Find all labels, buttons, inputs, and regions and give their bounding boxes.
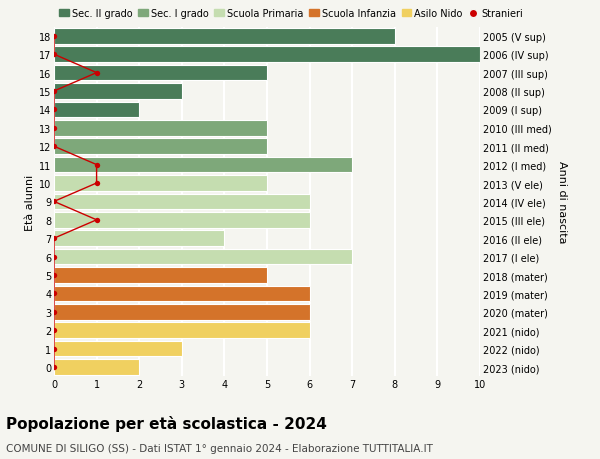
Point (49, 327, 59, 334)
Bar (54, 268, 267, 283)
Bar (54, 157, 352, 173)
Y-axis label: Anni di nascita: Anni di nascita (557, 161, 567, 243)
Point (49, 253, 59, 261)
Point (49, 290, 59, 297)
Point (49, 51, 59, 59)
Point (49, 345, 59, 353)
Point (49, 308, 59, 316)
Bar (54, 359, 139, 375)
Bar (54, 102, 139, 118)
Bar (54, 139, 267, 155)
Bar (54, 84, 182, 100)
Point (49, 364, 59, 371)
Point (49, 198, 59, 206)
Point (49, 33, 59, 40)
Point (49, 88, 59, 95)
Point (92, 217, 101, 224)
Legend: Sec. II grado, Sec. I grado, Scuola Primaria, Scuola Infanzia, Asilo Nido, Stran: Sec. II grado, Sec. I grado, Scuola Prim… (59, 9, 523, 19)
Point (49, 143, 59, 151)
Y-axis label: Età alunni: Età alunni (25, 174, 35, 230)
Point (92, 162, 101, 169)
Text: Popolazione per età scolastica - 2024: Popolazione per età scolastica - 2024 (6, 415, 327, 431)
Bar (54, 341, 182, 357)
Bar (54, 176, 267, 191)
Text: COMUNE DI SILIGO (SS) - Dati ISTAT 1° gennaio 2024 - Elaborazione TUTTITALIA.IT: COMUNE DI SILIGO (SS) - Dati ISTAT 1° ge… (6, 443, 433, 453)
Bar (54, 249, 352, 265)
Bar (54, 231, 224, 246)
Point (92, 70, 101, 77)
Point (49, 106, 59, 114)
Bar (54, 47, 480, 63)
Bar (54, 29, 395, 45)
Point (49, 125, 59, 132)
Point (92, 180, 101, 187)
Bar (54, 286, 310, 302)
Bar (54, 213, 310, 228)
Bar (54, 194, 310, 210)
Bar (54, 66, 267, 81)
Bar (54, 323, 310, 338)
Point (49, 272, 59, 279)
Bar (54, 304, 310, 320)
Point (49, 235, 59, 242)
Bar (54, 121, 267, 136)
